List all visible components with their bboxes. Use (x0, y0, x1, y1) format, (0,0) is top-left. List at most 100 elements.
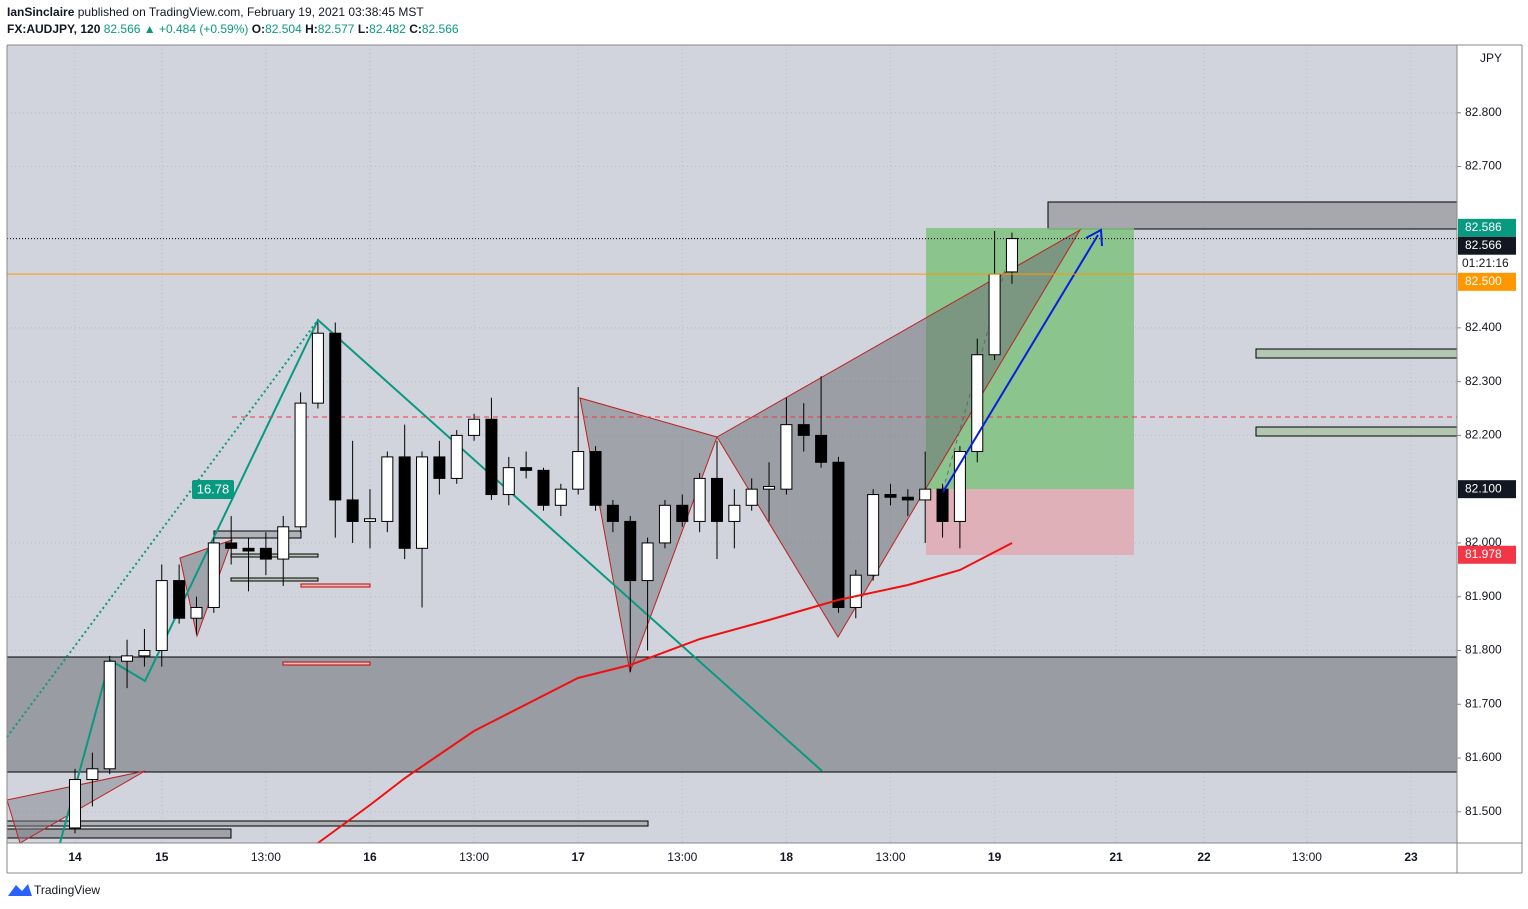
candles (69, 231, 1018, 834)
price-badge-label: 81.978 (1465, 547, 1502, 561)
levels (7, 238, 1457, 275)
candle-body (485, 418, 498, 496)
candle-body (381, 456, 394, 522)
published: published on TradingView.com, February 1… (77, 5, 424, 19)
candle-body (971, 354, 984, 453)
projection (6, 319, 319, 738)
arrow-head (1085, 228, 1103, 247)
candle-body (311, 332, 324, 404)
x-tick-label: 13:00 (1292, 850, 1322, 864)
countdown-box (1458, 254, 1516, 273)
zone (230, 577, 319, 582)
x-tick-label: 18 (780, 850, 794, 864)
candle-body (294, 402, 307, 528)
x-tick-label: 16 (363, 850, 377, 864)
candle-body (138, 649, 151, 657)
candle-body (919, 488, 932, 501)
candle-body (901, 496, 914, 501)
candle-body (537, 469, 550, 506)
candle-body (988, 273, 1001, 356)
candle-body (398, 456, 411, 549)
candle-body (173, 580, 186, 619)
candle-body (658, 504, 671, 544)
y-tick-label: 82.000 (1465, 535, 1502, 549)
candle-body (1005, 238, 1018, 273)
h-prefix: H: (305, 22, 318, 36)
x-tick-label: 14 (68, 850, 82, 864)
zone (1255, 348, 1458, 359)
candle-body (693, 477, 706, 522)
x-tick-label: 13:00 (875, 850, 905, 864)
h-value: 82.577 (317, 22, 355, 36)
candle-body (69, 779, 82, 829)
change: ▲ +0.484 (+0.59%) (143, 22, 249, 36)
candle-body (606, 504, 619, 522)
candle-body (329, 332, 342, 501)
zone (6, 820, 649, 827)
candle-body (363, 518, 376, 522)
candle-body (589, 451, 602, 506)
x-tick-label: 13:00 (459, 850, 489, 864)
o-value: 82.504 (265, 22, 302, 36)
candle-body (242, 547, 255, 552)
price-badge-label: 82.586 (1465, 220, 1502, 234)
price-badge-label: 82.566 (1465, 238, 1502, 252)
annotation-box (192, 480, 234, 499)
candle-body (554, 488, 567, 506)
candle-body (867, 494, 880, 576)
candle-body (624, 520, 637, 582)
moving-average (317, 542, 1013, 844)
zone (282, 661, 371, 666)
candle-body (849, 574, 862, 608)
candle-body (502, 467, 515, 496)
y-tick-label: 81.900 (1465, 589, 1502, 603)
candle-body (259, 547, 272, 560)
price-badge (1458, 545, 1516, 564)
candle-body (745, 488, 758, 506)
axes: 81.500 81.600 81.700 81.800 81.900 82.000 82.2… (68, 105, 1516, 864)
x-tick-label: 15 (155, 850, 169, 864)
x-tick-label: 13:00 (251, 850, 281, 864)
candle-body (884, 494, 897, 498)
candle-body (815, 434, 828, 463)
price-badge-label: 82.100 (1465, 481, 1502, 495)
candle-body (676, 504, 689, 522)
price-badge (1458, 272, 1516, 291)
candle-body (207, 542, 220, 608)
candle-body (190, 606, 203, 619)
l-value: 82.482 (369, 22, 406, 36)
brand: TradingView (34, 883, 100, 897)
candle-body (468, 418, 481, 436)
countdown: 01:21:16 (1462, 256, 1509, 270)
y-tick-label: 82.800 (1465, 105, 1502, 119)
candle-body (450, 434, 463, 479)
candle-body (763, 485, 776, 490)
candle-body (121, 655, 134, 662)
candle-body (346, 499, 359, 522)
zone (300, 583, 371, 588)
y-tick-label: 81.700 (1465, 696, 1502, 710)
o-prefix: O: (251, 22, 266, 36)
candle-body (277, 526, 290, 560)
x-tick-label: 13:00 (667, 850, 697, 864)
candle-body (520, 467, 533, 471)
x-tick-label: 23 (1404, 850, 1418, 864)
x-tick-label: 22 (1197, 850, 1211, 864)
y-tick-label: 81.600 (1465, 750, 1502, 764)
footer: TradingView (8, 883, 100, 897)
y-tick-label: 82.400 (1465, 320, 1502, 334)
candle-body (710, 477, 723, 522)
l-prefix: L: (357, 22, 370, 36)
price-axis (1457, 45, 1522, 873)
y-tick-label: 82.300 (1465, 374, 1502, 388)
publish-line: IanSinclaire published on TradingView.co… (7, 4, 459, 21)
header: IanSinclaire published on TradingView.co… (7, 4, 459, 38)
price-badge (1458, 236, 1516, 255)
x-tick-label: 17 (572, 850, 586, 864)
overlays: 16.78 (192, 228, 1103, 844)
author: IanSinclaire (7, 5, 75, 19)
y-tick-label: 82.700 (1465, 159, 1502, 173)
candle-body (641, 542, 654, 582)
x-tick-label: 21 (1109, 850, 1123, 864)
